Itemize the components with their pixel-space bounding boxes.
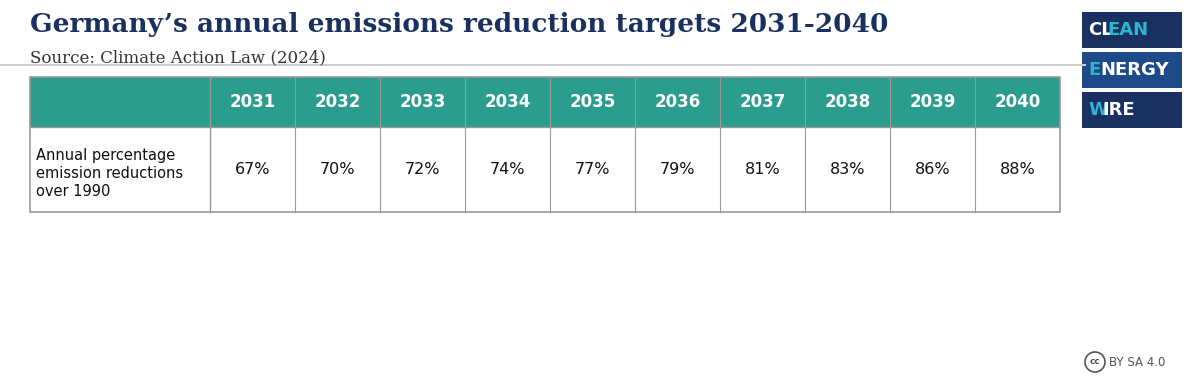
Text: 2037: 2037	[740, 93, 786, 111]
Text: 88%: 88%	[1000, 162, 1036, 177]
FancyBboxPatch shape	[30, 127, 1061, 212]
Text: 79%: 79%	[660, 162, 696, 177]
Text: 2035: 2035	[569, 93, 616, 111]
Text: BY SA 4.0: BY SA 4.0	[1109, 356, 1166, 368]
FancyBboxPatch shape	[1082, 52, 1182, 88]
Text: 81%: 81%	[744, 162, 780, 177]
Text: IRE: IRE	[1102, 101, 1135, 119]
Text: Annual percentage: Annual percentage	[36, 148, 175, 163]
Text: Source: Climate Action Law (2024): Source: Climate Action Law (2024)	[30, 49, 326, 66]
Text: EAN: EAN	[1107, 21, 1148, 39]
Text: CL: CL	[1088, 21, 1113, 39]
Text: 2038: 2038	[824, 93, 871, 111]
Text: 2032: 2032	[314, 93, 360, 111]
Text: over 1990: over 1990	[36, 184, 111, 199]
Text: NERGY: NERGY	[1100, 61, 1169, 79]
Text: Germany’s annual emissions reduction targets 2031-2040: Germany’s annual emissions reduction tar…	[30, 12, 889, 37]
Text: 77%: 77%	[575, 162, 611, 177]
Text: 83%: 83%	[830, 162, 865, 177]
Text: 70%: 70%	[320, 162, 356, 177]
Text: 2034: 2034	[484, 93, 531, 111]
Text: cc: cc	[1089, 358, 1100, 366]
FancyBboxPatch shape	[1082, 92, 1182, 128]
Text: 2040: 2040	[995, 93, 1040, 111]
FancyBboxPatch shape	[30, 77, 1061, 127]
Text: 86%: 86%	[915, 162, 951, 177]
Text: 2039: 2039	[909, 93, 956, 111]
Text: emission reductions: emission reductions	[36, 166, 183, 181]
Text: 2033: 2033	[400, 93, 446, 111]
FancyBboxPatch shape	[1082, 12, 1182, 48]
Text: E: E	[1088, 61, 1100, 79]
Text: 2036: 2036	[655, 93, 700, 111]
Text: 67%: 67%	[235, 162, 271, 177]
Text: 74%: 74%	[490, 162, 525, 177]
Text: 72%: 72%	[404, 162, 440, 177]
Text: W: W	[1088, 101, 1108, 119]
Text: 2031: 2031	[229, 93, 276, 111]
